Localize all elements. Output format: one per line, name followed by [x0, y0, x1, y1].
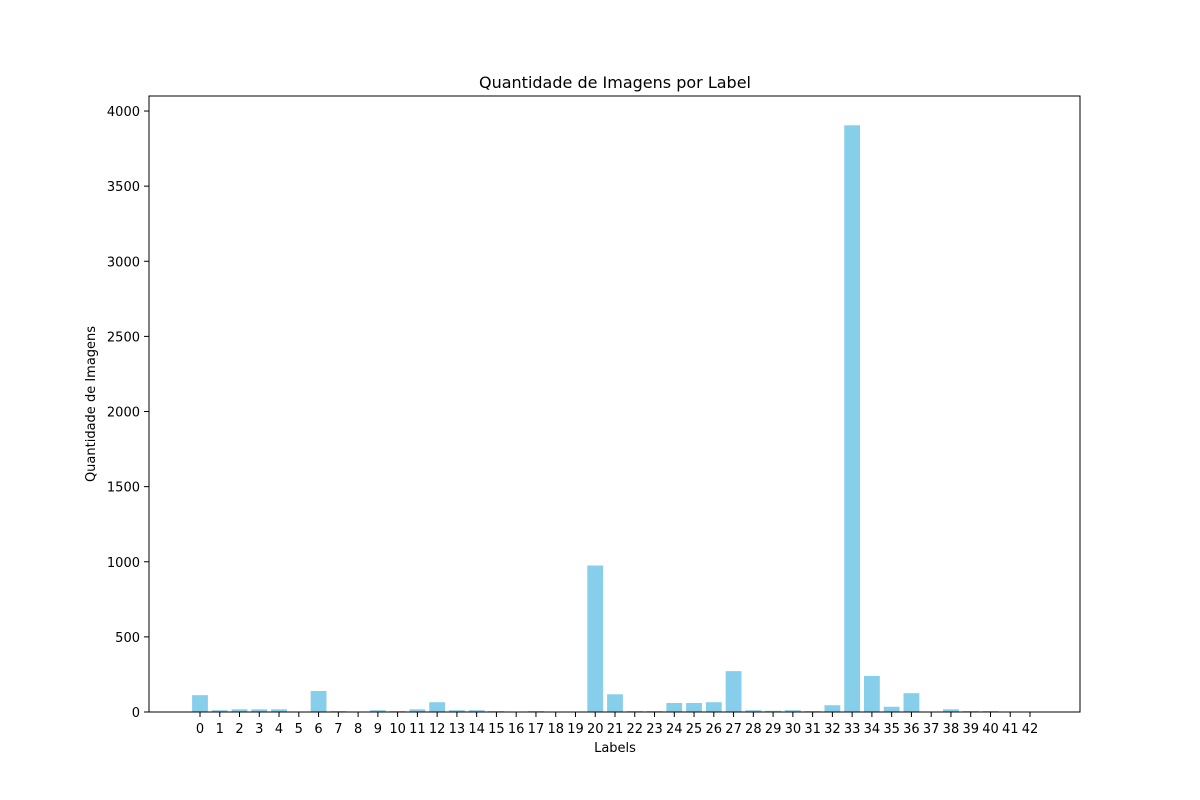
x-tick-label: 34 — [864, 722, 881, 737]
x-tick-label: 29 — [765, 722, 782, 737]
x-tick-label: 7 — [334, 722, 342, 737]
x-tick-label: 32 — [824, 722, 841, 737]
x-tick-label: 40 — [982, 722, 999, 737]
x-tick-label: 15 — [488, 722, 505, 737]
y-tick-label: 1500 — [107, 481, 140, 496]
x-tick-label: 31 — [804, 722, 821, 737]
bar-30 — [784, 710, 801, 712]
bar-2 — [231, 709, 248, 712]
x-tick-label: 36 — [903, 722, 920, 737]
x-tick-label: 4 — [275, 722, 283, 737]
y-tick-label: 3500 — [107, 180, 140, 195]
chart-title: Quantidade de Imagens por Label — [479, 73, 751, 92]
bar-21 — [607, 694, 623, 712]
x-tick-label: 23 — [646, 722, 663, 737]
y-tick-label: 500 — [115, 631, 140, 646]
y-tick-label: 4000 — [107, 105, 140, 120]
x-tick-label: 9 — [374, 722, 382, 737]
x-tick-label: 0 — [196, 722, 204, 737]
x-tick-label: 16 — [508, 722, 525, 737]
x-tick-label: 2 — [235, 722, 243, 737]
y-tick-label: 1000 — [107, 556, 140, 571]
x-tick-label: 20 — [587, 722, 604, 737]
x-axis-label: Labels — [594, 741, 636, 756]
y-tick-label: 2000 — [107, 406, 140, 421]
x-tick-label: 38 — [943, 722, 960, 737]
bar-33 — [844, 125, 861, 713]
bar-35 — [883, 706, 900, 712]
bar-11 — [409, 709, 426, 712]
x-tick-label: 33 — [844, 722, 861, 737]
bar-38 — [943, 709, 959, 712]
bar-27 — [725, 671, 742, 712]
bar-25 — [686, 702, 702, 712]
bar-20 — [587, 565, 604, 712]
bar-12 — [429, 702, 446, 712]
bars-group — [192, 125, 1038, 713]
x-tick-label: 6 — [314, 722, 322, 737]
bar-34 — [864, 675, 880, 712]
bar-28 — [745, 710, 762, 712]
bar-4 — [271, 709, 287, 712]
x-tick-label: 28 — [745, 722, 762, 737]
x-tick-label: 8 — [354, 722, 362, 737]
x-tick-label: 19 — [567, 722, 584, 737]
x-tick-label: 22 — [626, 722, 643, 737]
x-tick-label: 37 — [923, 722, 940, 737]
bar-1 — [211, 710, 228, 712]
x-tick-label: 5 — [295, 722, 303, 737]
bar-13 — [449, 710, 465, 712]
x-tick-label: 17 — [528, 722, 545, 737]
x-axis: 0 1 2 3 4 5 6 7 8 9 10 11 12 13 14 15 16 17 18 19 20 21 22 23 24… — [196, 712, 1038, 737]
bar-3 — [251, 709, 268, 712]
y-tick-label: 3000 — [107, 255, 140, 270]
x-tick-label: 39 — [962, 722, 979, 737]
x-tick-label: 25 — [686, 722, 703, 737]
x-tick-label: 42 — [1022, 722, 1039, 737]
x-tick-label: 21 — [607, 722, 624, 737]
x-tick-label: 26 — [706, 722, 723, 737]
bar-14 — [468, 710, 485, 712]
plot-frame — [148, 95, 1081, 713]
bar-6 — [310, 690, 327, 712]
x-tick-label: 12 — [429, 722, 446, 737]
bar-24 — [666, 702, 683, 712]
y-axis-label: Quantidade de Imagens — [84, 326, 99, 482]
y-tick-label: 0 — [132, 706, 140, 721]
bar-29 — [765, 710, 781, 712]
bar-0 — [192, 695, 208, 712]
x-tick-label: 11 — [409, 722, 426, 737]
x-tick-label: 18 — [547, 722, 564, 737]
x-tick-label: 35 — [883, 722, 900, 737]
x-tick-label: 3 — [255, 722, 263, 737]
bar-32 — [824, 705, 841, 712]
x-tick-label: 14 — [468, 722, 485, 737]
bar-26 — [705, 702, 722, 712]
x-tick-label: 10 — [389, 722, 406, 737]
x-tick-label: 24 — [666, 722, 683, 737]
x-tick-label: 41 — [1002, 722, 1019, 737]
x-tick-label: 30 — [785, 722, 802, 737]
x-tick-label: 1 — [216, 722, 224, 737]
x-tick-label: 13 — [449, 722, 466, 737]
y-axis: 0 500 1000 1500 2000 2500 3000 3500 4000 — [107, 105, 149, 721]
y-tick-label: 2500 — [107, 330, 140, 345]
x-tick-label: 27 — [725, 722, 742, 737]
bar-36 — [903, 693, 920, 712]
bar-9 — [369, 710, 386, 712]
